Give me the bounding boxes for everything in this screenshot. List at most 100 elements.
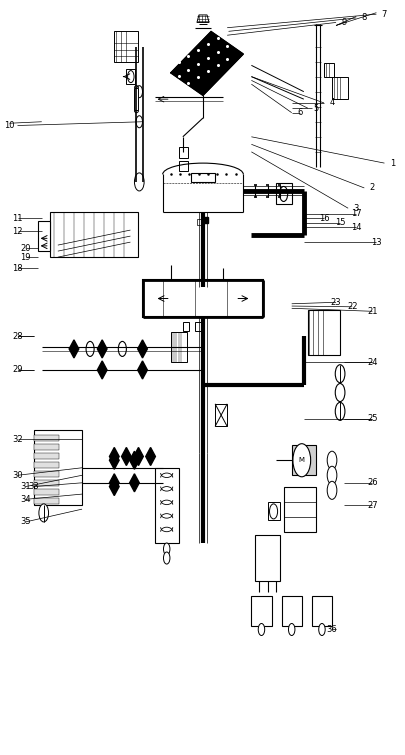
Bar (291, 445, 315, 476)
Circle shape (292, 444, 310, 477)
Bar (142, 279, 263, 317)
Text: 36: 36 (326, 625, 337, 634)
Polygon shape (97, 340, 107, 358)
Text: 9: 9 (341, 18, 346, 27)
Bar (182, 322, 188, 331)
Polygon shape (133, 448, 143, 466)
Polygon shape (137, 361, 147, 379)
Bar (38, 221, 50, 251)
Circle shape (326, 467, 336, 484)
Bar (34, 479, 58, 485)
Circle shape (136, 116, 142, 128)
Text: 14: 14 (350, 223, 360, 232)
Bar (323, 63, 333, 76)
Text: 6: 6 (296, 108, 302, 117)
Bar (34, 488, 58, 495)
Bar (255, 535, 279, 581)
Polygon shape (145, 448, 155, 466)
Text: 31: 31 (20, 482, 31, 491)
Circle shape (326, 451, 336, 470)
Text: 21: 21 (366, 307, 377, 316)
Text: 26: 26 (366, 479, 377, 487)
Bar (34, 498, 58, 504)
Circle shape (335, 365, 344, 383)
Text: 10: 10 (4, 121, 15, 130)
Bar (215, 404, 227, 427)
Circle shape (335, 384, 344, 402)
Text: 30: 30 (12, 471, 23, 479)
Circle shape (134, 173, 144, 191)
Bar (50, 212, 138, 257)
Text: 1: 1 (389, 159, 394, 168)
Text: 11: 11 (12, 214, 23, 223)
Bar (283, 486, 315, 532)
Text: M: M (298, 458, 304, 464)
Text: 33: 33 (28, 482, 39, 491)
Circle shape (136, 85, 142, 97)
Text: 19: 19 (20, 253, 31, 262)
Text: 12: 12 (12, 227, 23, 236)
Bar (154, 468, 178, 543)
Circle shape (279, 186, 287, 202)
Bar (134, 88, 138, 110)
Circle shape (258, 624, 264, 636)
Polygon shape (69, 340, 79, 358)
Circle shape (163, 552, 170, 564)
Bar (202, 217, 207, 223)
Bar (307, 310, 339, 355)
Polygon shape (129, 451, 139, 470)
Circle shape (118, 341, 126, 356)
Bar (34, 435, 58, 441)
Text: 35: 35 (20, 517, 31, 526)
Bar (34, 444, 58, 450)
Text: 8: 8 (361, 14, 366, 23)
Bar (196, 219, 201, 225)
Text: 3: 3 (353, 204, 358, 213)
Text: 15: 15 (334, 218, 345, 227)
Text: 32: 32 (12, 435, 23, 444)
Text: 25: 25 (366, 414, 377, 424)
Polygon shape (109, 448, 119, 466)
Polygon shape (171, 32, 243, 95)
Text: 17: 17 (350, 209, 360, 218)
Polygon shape (97, 361, 107, 379)
Text: 7: 7 (381, 10, 386, 19)
Text: 18: 18 (12, 264, 23, 273)
Polygon shape (129, 474, 139, 492)
Text: 22: 22 (346, 302, 356, 311)
Bar (281, 596, 301, 626)
Bar (311, 596, 331, 626)
Text: 27: 27 (366, 501, 377, 510)
Bar (331, 76, 347, 99)
Circle shape (86, 341, 94, 356)
Bar (34, 462, 58, 468)
Polygon shape (121, 448, 131, 466)
Text: 20: 20 (20, 244, 31, 253)
Circle shape (335, 402, 344, 421)
Circle shape (288, 624, 294, 636)
Text: 16: 16 (318, 214, 328, 223)
Text: 28: 28 (12, 331, 23, 341)
Bar (251, 596, 271, 626)
Bar (267, 501, 279, 520)
Circle shape (326, 481, 336, 499)
Polygon shape (109, 478, 119, 495)
Bar (190, 173, 215, 182)
Text: 13: 13 (370, 238, 381, 247)
Text: 34: 34 (20, 495, 31, 504)
Bar (275, 183, 291, 205)
Text: 2: 2 (369, 183, 374, 193)
Circle shape (39, 504, 49, 522)
Bar (34, 453, 58, 459)
Text: 24: 24 (366, 358, 377, 367)
Polygon shape (109, 474, 119, 492)
Bar (178, 161, 187, 171)
Bar (114, 32, 138, 62)
Text: 29: 29 (12, 365, 23, 374)
Bar (34, 471, 58, 477)
Circle shape (318, 624, 324, 636)
Bar (126, 69, 135, 84)
Polygon shape (137, 340, 147, 358)
Circle shape (163, 543, 170, 555)
Text: 23: 23 (330, 297, 341, 307)
